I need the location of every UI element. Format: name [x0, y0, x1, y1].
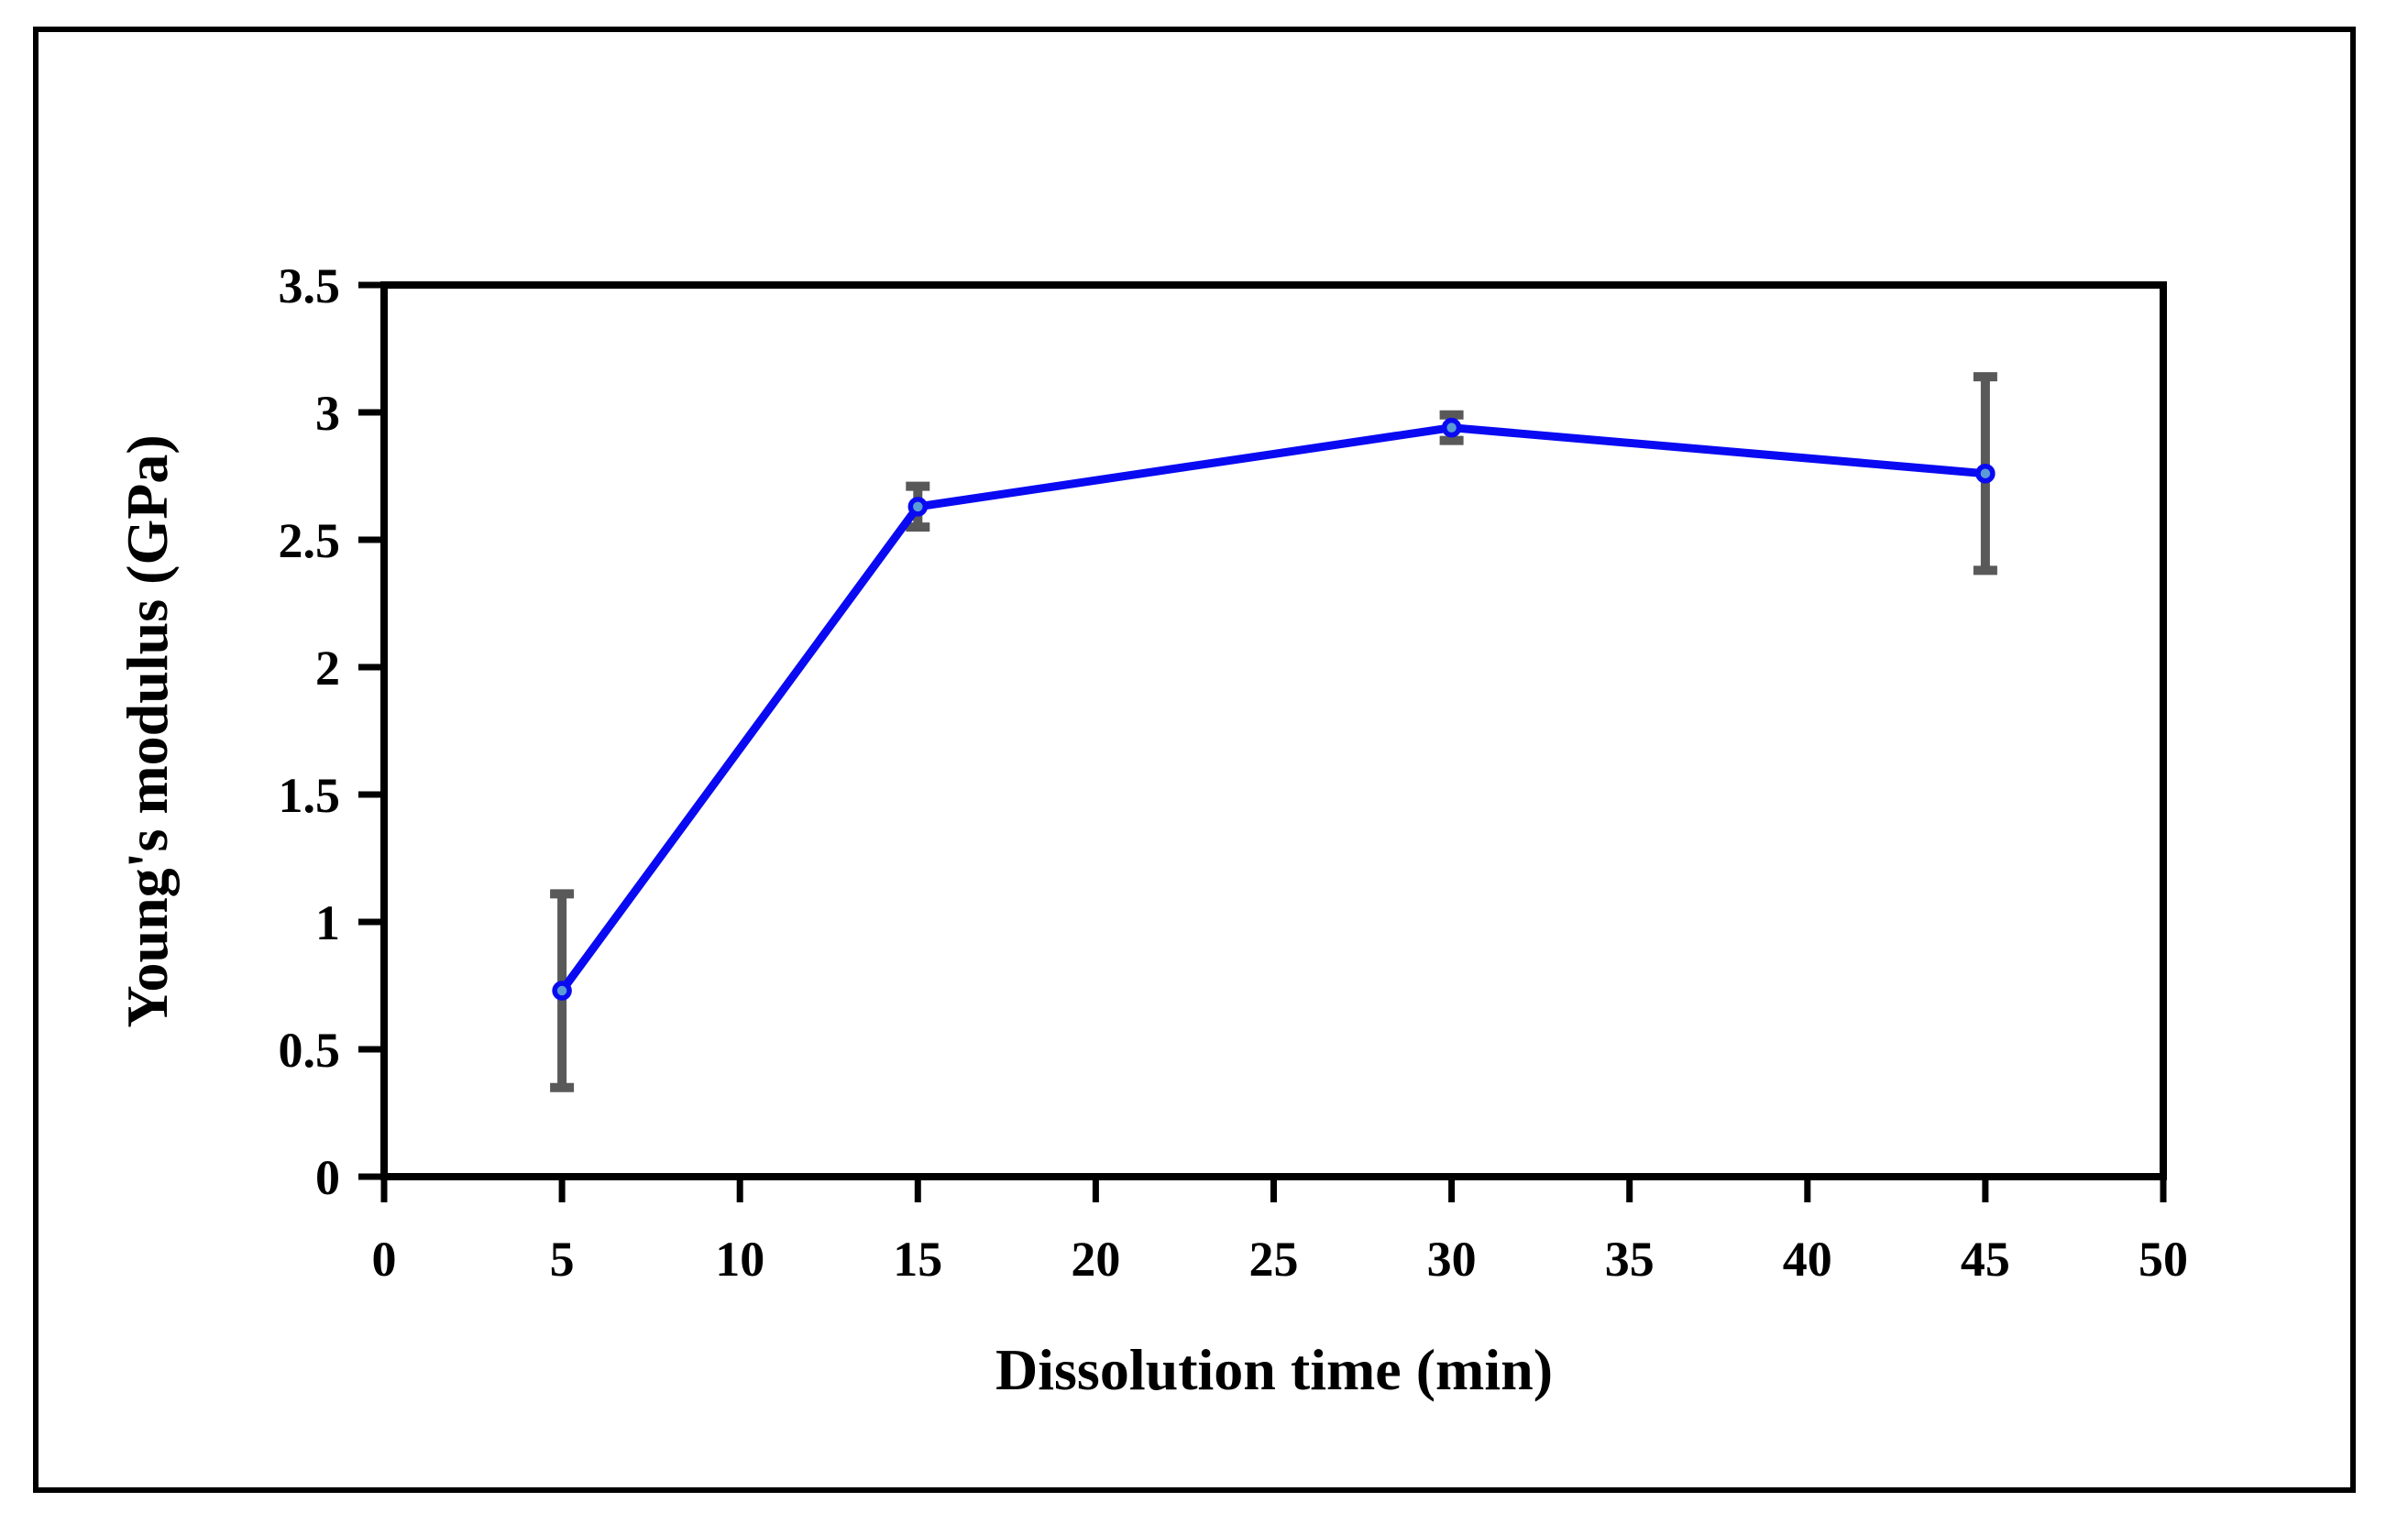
- y-tick-label: 0.5: [279, 1023, 341, 1078]
- y-tick-label: 1: [315, 895, 340, 950]
- x-axis-title: Dissolution time (min): [995, 1337, 1553, 1402]
- y-tick-label: 3: [315, 386, 340, 441]
- plot-area: 0 5 10 15 20 25 30 35 40 45 50 0 0.5 1 1.5 2 2.5 3 3.5: [279, 258, 2189, 1287]
- x-tick-label: 15: [893, 1232, 942, 1287]
- figure-border: [33, 27, 2356, 1493]
- y-tick-label: 3.5: [279, 258, 341, 313]
- x-tick-label: 20: [1071, 1232, 1120, 1287]
- x-tick-label: 40: [1783, 1232, 1832, 1287]
- data-point-marker: [1975, 463, 1996, 484]
- x-tick-label: 5: [550, 1232, 575, 1287]
- x-tick-label: 25: [1249, 1232, 1299, 1287]
- y-tick-label: 2.5: [279, 513, 341, 568]
- x-tick-label: 30: [1427, 1232, 1477, 1287]
- data-point-marker: [552, 981, 572, 1001]
- x-tick-label: 50: [2139, 1232, 2188, 1287]
- x-tick-label: 10: [715, 1232, 764, 1287]
- x-tick-label: 45: [1961, 1232, 2010, 1287]
- data-line: [557, 423, 1990, 995]
- x-tick-label: 35: [1605, 1232, 1655, 1287]
- y-tick-label: 0: [315, 1150, 340, 1205]
- plot-frame: [380, 281, 2167, 1180]
- y-tick-label: 1.5: [279, 768, 341, 823]
- x-tick-label: 0: [372, 1232, 397, 1287]
- data-point-marker: [907, 497, 929, 517]
- y-tick-label: 2: [315, 641, 340, 696]
- y-axis-title: Young's modulus (GPa): [115, 434, 180, 1027]
- data-point-marker: [1441, 417, 1462, 438]
